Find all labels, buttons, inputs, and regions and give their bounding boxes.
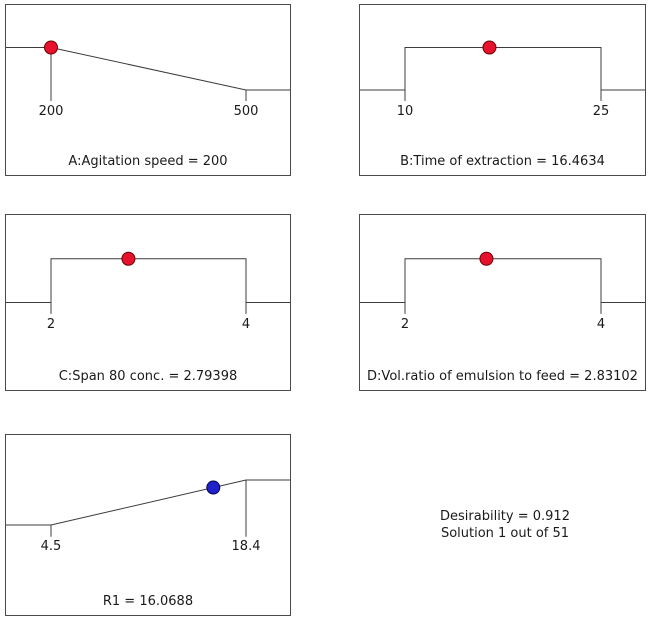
ramp-panel-agitation-speed: 200 500 A:Agitation speed = 200	[5, 4, 291, 176]
ramp-caption: B:Time of extraction = 16.4634	[400, 154, 605, 169]
ramp-panel-r1-response: 4.5 18.4 R1 = 16.0688	[5, 434, 291, 616]
ramp-dot[interactable]	[482, 40, 497, 55]
ramp-dot[interactable]	[121, 251, 136, 266]
high-tick-label: 4	[596, 316, 606, 332]
low-tick-label: 2	[46, 316, 56, 332]
desirability-summary: Desirability = 0.912 Solution 1 out of 5…	[380, 508, 630, 542]
low-tick-label: 10	[396, 103, 414, 119]
low-tick-label: 4.5	[40, 539, 62, 555]
ramp-panel-vol-ratio-emulsion-feed: 2 4 D:Vol.ratio of emulsion to feed = 2.…	[359, 214, 646, 391]
high-tick-label: 25	[592, 103, 610, 119]
high-tick-label: 18.4	[231, 539, 261, 555]
ramp-caption: C:Span 80 conc. = 2.79398	[58, 369, 238, 384]
ramp-panel-time-of-extraction: 10 25 B:Time of extraction = 16.4634	[359, 4, 646, 176]
high-tick-label: 4	[241, 316, 251, 332]
ramp-panel-span80-conc: 2 4 C:Span 80 conc. = 2.79398	[5, 214, 291, 391]
solution-index: Solution 1 out of 51	[440, 526, 570, 541]
low-tick-label: 200	[38, 103, 64, 119]
ramp-dot[interactable]	[206, 480, 221, 495]
ramp-plot	[360, 251, 645, 314]
high-tick-label: 500	[233, 103, 259, 119]
ramp-dot[interactable]	[44, 40, 58, 55]
ramp-caption: D:Vol.ratio of emulsion to feed = 2.8310…	[367, 369, 638, 384]
desirability-value: Desirability = 0.912	[440, 509, 570, 524]
ramp-plot	[6, 40, 290, 102]
ramp-plot	[6, 479, 290, 537]
ramp-caption: A:Agitation speed = 200	[68, 154, 228, 169]
ramp-plot	[6, 251, 290, 314]
ramp-dot[interactable]	[479, 251, 494, 266]
ramp-caption: R1 = 16.0688	[102, 594, 194, 609]
low-tick-label: 2	[400, 316, 410, 332]
ramp-plot	[360, 40, 645, 102]
